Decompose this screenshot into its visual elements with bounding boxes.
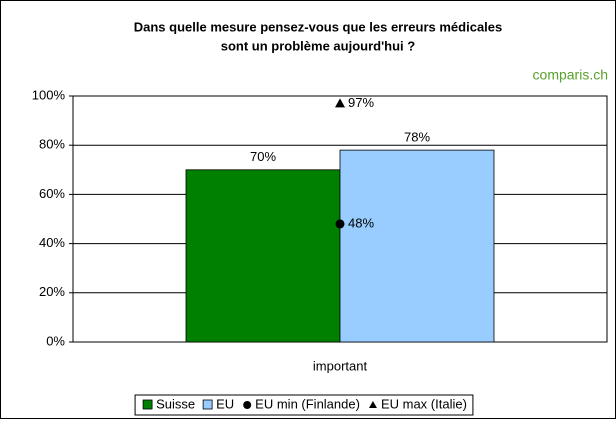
legend-swatch	[243, 401, 252, 409]
legend-label: EU max (Italie)	[381, 396, 467, 411]
watermark: comparis.ch	[533, 67, 608, 83]
chart-title: Dans quelle mesure pensez-vous que les e…	[134, 19, 503, 34]
legend-swatch	[142, 399, 153, 410]
bar	[339, 149, 495, 343]
y-tick-label: 0%	[46, 333, 65, 348]
marker	[335, 98, 345, 108]
x-tick-label: important	[313, 358, 368, 373]
legend-swatch	[202, 399, 213, 410]
value-label: 78%	[404, 130, 430, 145]
y-tick-label: 80%	[39, 137, 65, 152]
legend-swatch	[368, 401, 377, 408]
legend-label: EU min (Finlande)	[255, 396, 360, 411]
value-label: 48%	[348, 215, 374, 230]
legend-label: EU	[216, 396, 234, 411]
legend: Suisse EU EU min (Finlande) EU max (Italie)	[134, 394, 474, 416]
bar	[185, 169, 341, 343]
y-tick-label: 100%	[32, 87, 66, 102]
marker	[335, 219, 345, 229]
value-label: 97%	[348, 95, 374, 110]
value-label: 70%	[250, 149, 276, 164]
legend-label: Suisse	[156, 396, 195, 411]
legend-frame	[134, 394, 474, 416]
y-tick-label: 40%	[39, 235, 65, 250]
chart-title: sont un problème aujourd'hui ?	[221, 38, 416, 53]
y-tick-label: 60%	[39, 186, 65, 201]
y-tick-label: 20%	[39, 284, 65, 299]
